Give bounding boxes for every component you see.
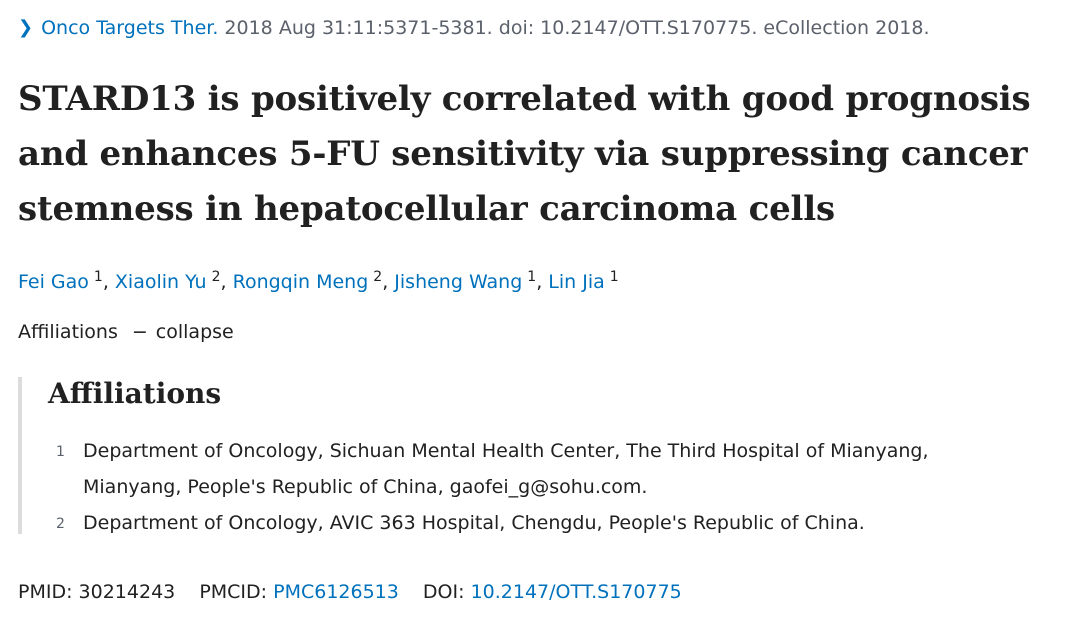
identifiers: PMID: 30214243 PMCID: PMC6126513 DOI: 10… xyxy=(18,578,682,606)
author-link[interactable]: Rongqin Meng xyxy=(232,271,369,293)
affiliation-item: 2 Department of Oncology, AVIC 363 Hospi… xyxy=(22,505,1023,541)
author-separator: , xyxy=(382,271,389,293)
affiliations-toggle-label: Affiliations xyxy=(18,321,118,343)
affiliations-heading: Affiliations xyxy=(48,377,222,410)
collapse-label: collapse xyxy=(155,321,234,343)
doi-link[interactable]: 10.2147/OTT.S170775 xyxy=(470,581,682,603)
author-separator: , xyxy=(220,271,227,293)
author-affiliation-ref[interactable]: 1 xyxy=(93,269,103,285)
article-title: STARD13 is positively correlated with go… xyxy=(18,79,1031,229)
affiliation-number: 2 xyxy=(56,516,65,532)
doi-label: DOI: xyxy=(422,581,465,603)
minus-icon: − xyxy=(131,321,148,343)
author-affiliation-ref[interactable]: 2 xyxy=(373,269,383,285)
author-separator: , xyxy=(102,271,109,293)
pmcid-link[interactable]: PMC6126513 xyxy=(273,581,399,603)
affiliation-item: 1 Department of Oncology, Sichuan Mental… xyxy=(22,433,1023,505)
journal-link[interactable]: Onco Targets Ther. xyxy=(41,17,219,39)
authors-list: Fei Gao 1, Xiaolin Yu 2, Rongqin Meng 2, Ji… xyxy=(18,262,619,297)
chevron-right-icon[interactable]: ❯ xyxy=(18,17,34,38)
pmcid-label: PMCID: xyxy=(199,581,268,603)
author-link[interactable]: Jisheng Wang xyxy=(394,271,523,293)
author-link[interactable]: Xiaolin Yu xyxy=(114,271,207,293)
affiliations-panel: Affiliations 1 Department of Oncology, S… xyxy=(18,377,1062,534)
citation-details: 2018 Aug 31:11:5371-5381. doi: 10.2147/O… xyxy=(224,17,930,39)
affiliations-toggle[interactable]: Affiliations − collapse xyxy=(18,318,234,346)
citation-line: ❯ Onco Targets Ther. 2018 Aug 31:11:5371-… xyxy=(18,15,930,42)
author-separator: , xyxy=(536,271,543,293)
author-affiliation-ref[interactable]: 1 xyxy=(527,269,537,285)
affiliation-text: Department of Oncology, AVIC 363 Hospita… xyxy=(83,512,865,534)
affiliation-text: Department of Oncology, Sichuan Mental H… xyxy=(83,440,929,498)
author-affiliation-ref[interactable]: 2 xyxy=(211,269,221,285)
affiliations-list: 1 Department of Oncology, Sichuan Mental… xyxy=(22,433,1023,541)
pmid-value: 30214243 xyxy=(78,581,176,603)
affiliation-number: 1 xyxy=(56,444,65,460)
author-affiliation-ref[interactable]: 1 xyxy=(609,269,619,285)
author-link[interactable]: Fei Gao xyxy=(18,271,89,293)
author-link[interactable]: Lin Jia xyxy=(548,271,605,293)
pmid-label: PMID: xyxy=(18,581,73,603)
